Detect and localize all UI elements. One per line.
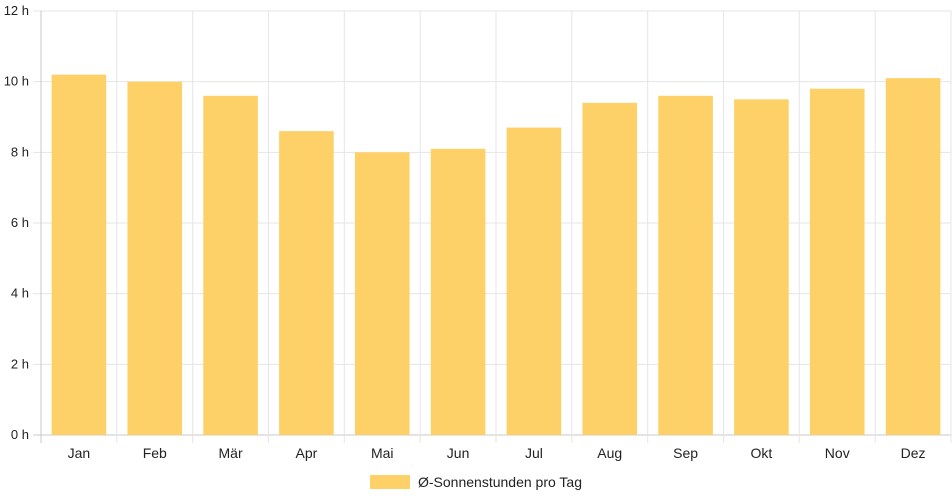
x-tick-label: Jul bbox=[525, 445, 543, 461]
x-tick-label: Mai bbox=[371, 445, 394, 461]
bar-sep[interactable] bbox=[658, 95, 713, 436]
bar-mär[interactable] bbox=[203, 95, 258, 436]
bar-nov[interactable] bbox=[809, 88, 865, 435]
y-tick-label: 4 h bbox=[11, 286, 29, 301]
bar-apr[interactable] bbox=[279, 131, 334, 435]
bars bbox=[51, 74, 941, 436]
x-tick-label: Aug bbox=[597, 445, 622, 461]
bar-dez[interactable] bbox=[885, 78, 941, 435]
x-tick-label: Nov bbox=[825, 445, 850, 461]
bar-jun[interactable] bbox=[430, 148, 486, 436]
x-tick-label: Feb bbox=[143, 445, 167, 461]
bar-jul[interactable] bbox=[506, 127, 562, 435]
x-tick-label: Jun bbox=[447, 445, 470, 461]
x-tick-label: Jan bbox=[68, 445, 91, 461]
legend[interactable]: Ø-Sonnenstunden pro Tag bbox=[0, 470, 952, 494]
x-tick-label: Okt bbox=[751, 445, 773, 461]
y-tick-label: 10 h bbox=[4, 74, 29, 89]
y-axis-ticks: 0 h 2 h 4 h 6 h 8 h 10 h 12 h bbox=[4, 3, 29, 442]
y-tick-label: 6 h bbox=[11, 215, 29, 230]
y-tick-label: 8 h bbox=[11, 144, 29, 159]
bar-chart: 0 h2 h4 h6 h8 h10 h12 h Jan Feb Mär Apr Mai J… bbox=[4, 3, 952, 461]
bar-jan[interactable] bbox=[51, 74, 107, 435]
y-tick-label: 2 h bbox=[11, 356, 29, 371]
y-tick-label: 0 h bbox=[11, 427, 29, 442]
y-tick-label: 12 h bbox=[4, 3, 29, 18]
grid-lines bbox=[33, 10, 952, 443]
x-tick-label: Apr bbox=[296, 445, 318, 461]
bar-aug[interactable] bbox=[582, 102, 638, 435]
legend-swatch bbox=[370, 475, 410, 489]
x-axis-ticks: Jan Feb Mär Apr Mai Jun Jul Aug Sep Okt Nov Dez bbox=[68, 445, 926, 461]
x-tick-label: Sep bbox=[673, 445, 698, 461]
bar-feb[interactable] bbox=[127, 81, 183, 436]
bar-okt[interactable] bbox=[734, 99, 789, 435]
x-tick-label: Dez bbox=[901, 445, 926, 461]
bar-mai[interactable] bbox=[354, 152, 410, 436]
legend-label: Ø-Sonnenstunden pro Tag bbox=[418, 474, 582, 490]
x-tick-label: Mär bbox=[219, 445, 243, 461]
